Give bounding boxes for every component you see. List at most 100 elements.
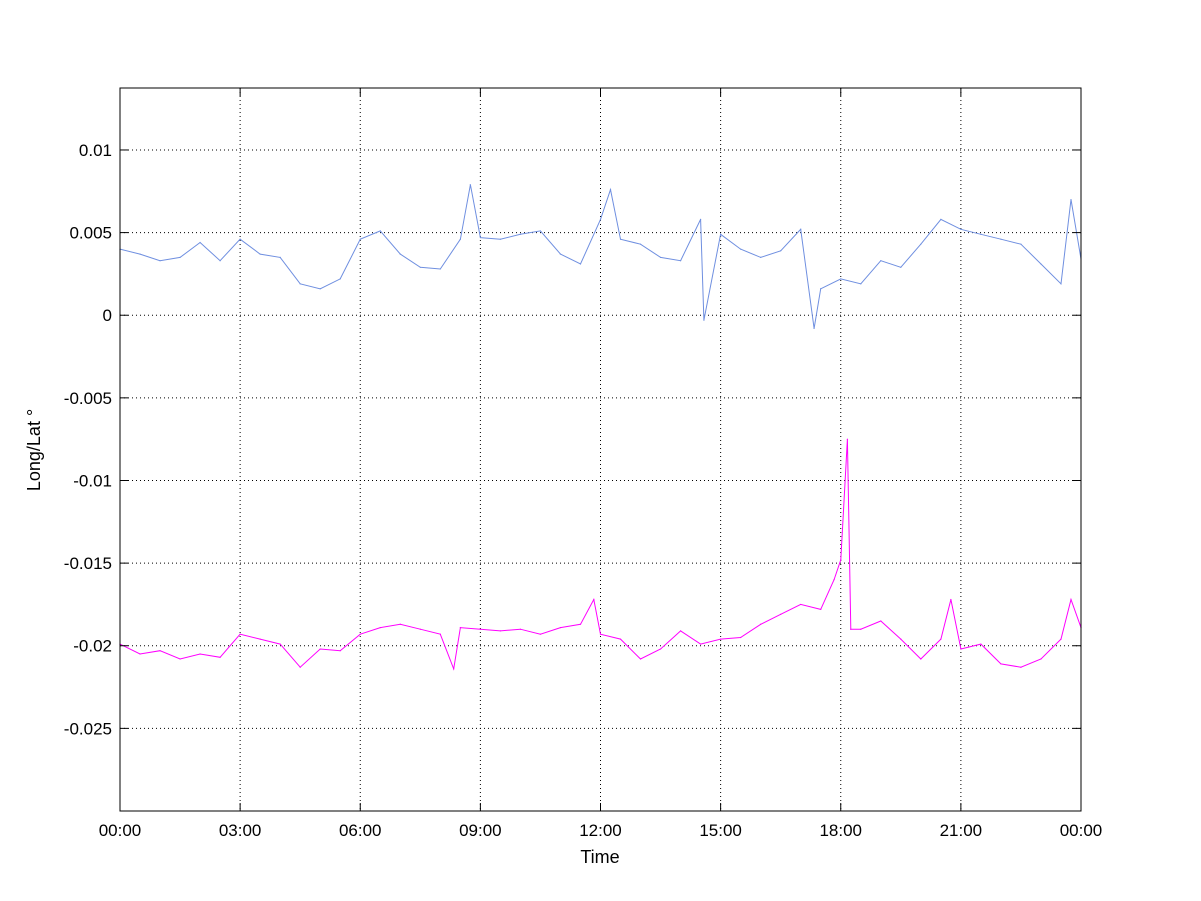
y-tick-label: -0.015 xyxy=(64,554,112,573)
data-point xyxy=(980,643,982,645)
y-tick-label: 0.005 xyxy=(69,224,112,243)
data-point xyxy=(1020,666,1022,668)
data-point xyxy=(139,253,141,255)
data-point xyxy=(279,256,281,258)
data-point xyxy=(379,626,381,629)
data-point xyxy=(950,598,952,601)
data-point xyxy=(1060,638,1062,640)
data-point xyxy=(1000,663,1002,665)
data-point xyxy=(900,638,902,640)
x-tick-label: 06:00 xyxy=(339,821,382,840)
data-point xyxy=(679,630,682,632)
data-point xyxy=(860,628,862,630)
data-point xyxy=(539,230,542,232)
data-point xyxy=(980,233,982,235)
data-point xyxy=(279,643,281,645)
data-point xyxy=(599,633,602,635)
data-point xyxy=(860,283,862,285)
data-point xyxy=(339,278,341,280)
data-point xyxy=(459,626,461,629)
x-tick-label: 03:00 xyxy=(219,821,262,840)
data-point xyxy=(379,230,381,232)
data-point xyxy=(399,623,401,625)
data-point xyxy=(479,236,481,239)
data-point xyxy=(780,613,782,615)
data-point xyxy=(920,243,922,245)
ticks: 00:00 03:00 06:00 09:00 12:00 15:00 18:00 21:00… xyxy=(64,88,1102,840)
data-point xyxy=(659,648,662,650)
data-point xyxy=(469,184,471,186)
data-point xyxy=(920,658,922,660)
data-point xyxy=(339,650,341,652)
x-tick-label: 09:00 xyxy=(459,821,502,840)
data-point xyxy=(299,283,301,285)
data-point xyxy=(703,319,705,321)
data-point xyxy=(499,630,501,632)
x-tick-label: 21:00 xyxy=(940,821,983,840)
series-group xyxy=(119,184,1082,671)
data-point xyxy=(519,233,522,235)
data-point xyxy=(199,653,201,655)
data-point xyxy=(259,253,261,255)
data-point xyxy=(639,658,642,660)
data-point xyxy=(399,253,401,255)
data-point xyxy=(299,666,301,668)
x-axis-label: Time xyxy=(580,847,619,867)
data-point xyxy=(720,638,722,640)
data-point xyxy=(419,628,421,630)
data-point xyxy=(900,266,902,268)
data-point xyxy=(519,628,522,630)
data-point xyxy=(880,260,882,262)
data-point xyxy=(846,438,849,440)
data-point xyxy=(199,241,201,244)
data-point xyxy=(700,218,702,220)
data-point xyxy=(1000,238,1002,240)
data-point xyxy=(740,248,742,250)
y-tick-label: -0.02 xyxy=(73,637,112,656)
data-point xyxy=(880,620,882,622)
data-point xyxy=(539,633,542,635)
data-point xyxy=(813,327,815,330)
y-tick-label: 0.01 xyxy=(79,141,112,160)
data-point xyxy=(459,238,461,240)
data-point xyxy=(239,238,241,240)
x-tick-label: 00:00 xyxy=(99,821,142,840)
data-point xyxy=(700,643,702,645)
data-point xyxy=(359,238,361,240)
x-tick-label: 12:00 xyxy=(579,821,622,840)
data-point xyxy=(579,623,582,625)
data-point xyxy=(559,626,562,629)
data-point xyxy=(833,579,835,581)
data-point xyxy=(359,633,361,635)
data-point xyxy=(740,636,742,639)
data-point xyxy=(820,608,822,610)
data-point xyxy=(179,256,181,258)
data-point xyxy=(1060,283,1062,285)
data-point xyxy=(439,633,441,635)
data-point xyxy=(609,189,612,191)
data-point xyxy=(159,650,161,652)
data-point xyxy=(840,559,842,561)
data-point xyxy=(579,263,582,265)
data-point xyxy=(960,228,962,230)
data-point xyxy=(619,638,622,640)
data-point xyxy=(179,658,181,660)
y-tick-label: -0.025 xyxy=(64,719,112,738)
data-point xyxy=(820,288,822,290)
data-point xyxy=(593,598,595,601)
data-point xyxy=(850,628,852,630)
data-point xyxy=(1070,198,1072,201)
x-tick-label: 18:00 xyxy=(819,821,862,840)
data-point xyxy=(800,228,802,230)
data-point xyxy=(720,233,722,235)
data-point xyxy=(219,260,221,262)
data-point xyxy=(439,268,441,270)
data-point xyxy=(499,238,501,240)
data-point xyxy=(479,628,481,630)
y-tick-label: 0 xyxy=(103,306,112,325)
data-point xyxy=(679,260,682,262)
data-point xyxy=(1040,658,1042,660)
data-point xyxy=(760,623,762,625)
y-tick-label: -0.01 xyxy=(73,471,112,490)
